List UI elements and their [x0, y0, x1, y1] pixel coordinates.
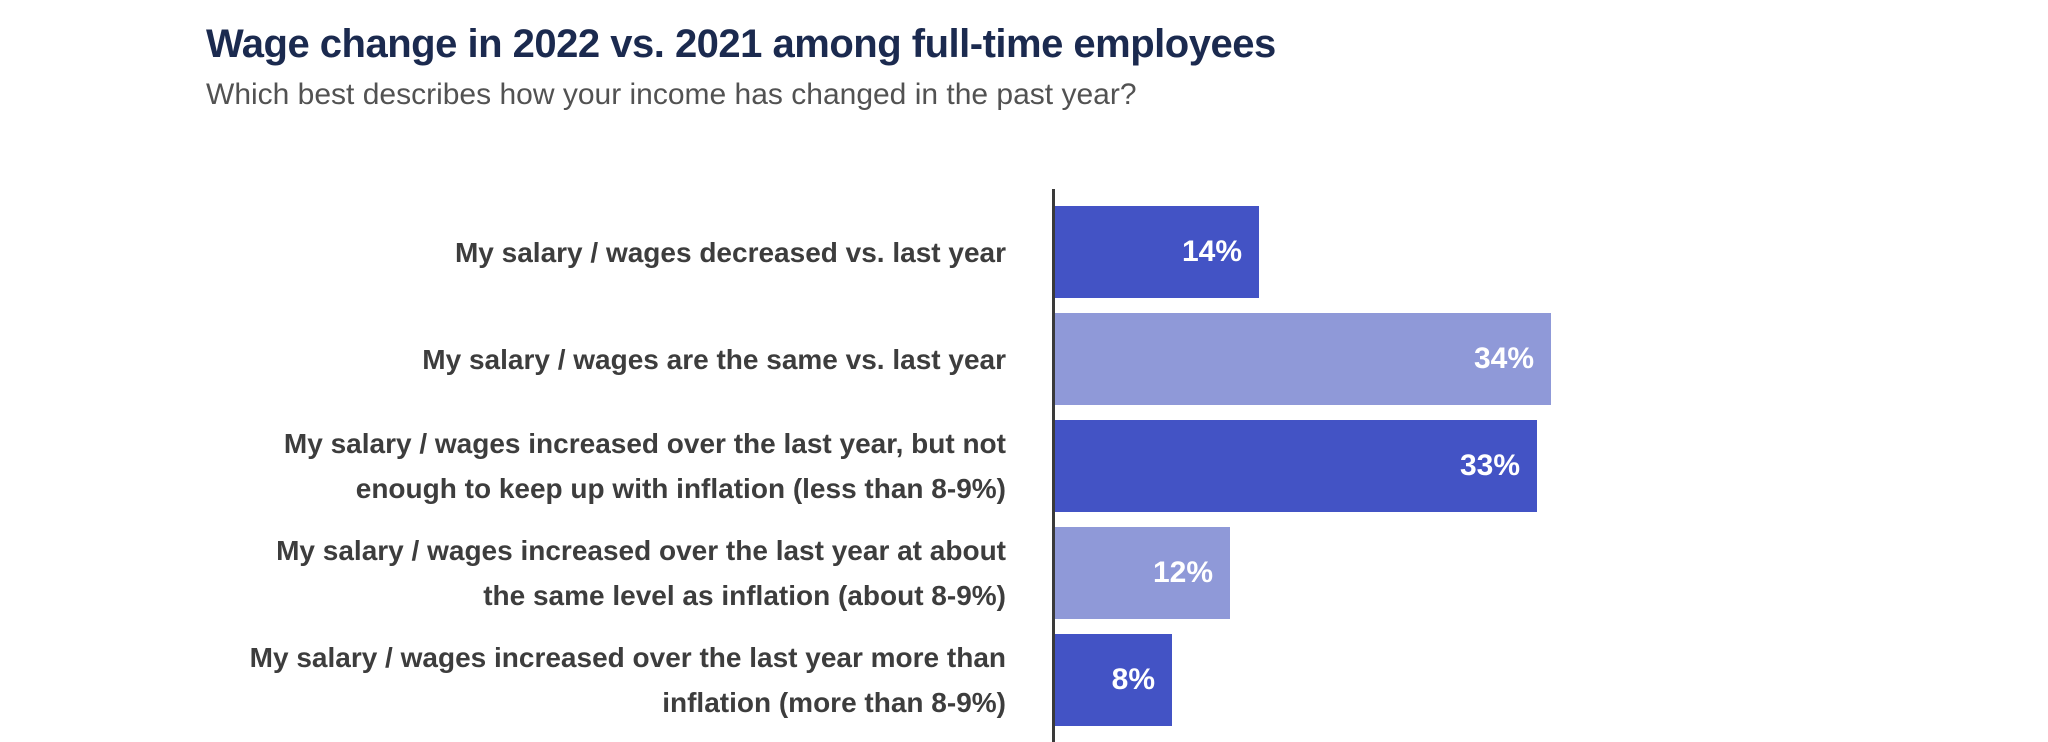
category-label-line: enough to keep up with inflation (less t… [355, 473, 1006, 504]
bar-segment: 33% [1055, 420, 1537, 512]
bar-value-label: 12% [1152, 556, 1213, 589]
category-label-line: My salary / wages increased over the las… [276, 535, 1006, 566]
bar-segment: 12% [1055, 527, 1230, 619]
bar-value-label: 34% [1473, 342, 1534, 375]
category-label: My salary / wages increased over the las… [120, 420, 1006, 512]
category-label-line: My salary / wages increased over the las… [283, 428, 1006, 459]
category-label: My salary / wages increased over the las… [120, 634, 1006, 726]
y-axis-line [1052, 189, 1055, 742]
category-label-line: My salary / wages are the same vs. last … [422, 343, 1006, 375]
category-label: My salary / wages are the same vs. last … [120, 313, 1006, 405]
category-label-line: My salary / wages increased over the las… [249, 642, 1006, 673]
bar-value-label: 33% [1459, 449, 1520, 482]
category-label-line: inflation (more than 8-9%) [662, 687, 1006, 718]
chart-title: Wage change in 2022 vs. 2021 among full-… [206, 22, 1276, 66]
bar-value-label: 14% [1181, 235, 1242, 268]
bar-value-label: 8% [1111, 663, 1155, 696]
bar-segment: 8% [1055, 634, 1172, 726]
category-label: My salary / wages decreased vs. last yea… [120, 206, 1006, 298]
bar-segment: 34% [1055, 313, 1551, 405]
bar-segment: 14% [1055, 206, 1259, 298]
category-label: My salary / wages increased over the las… [120, 527, 1006, 619]
chart-subtitle: Which best describes how your income has… [206, 78, 1137, 111]
category-label-line: the same level as inflation (about 8-9%) [483, 580, 1006, 611]
category-label-line: My salary / wages decreased vs. last yea… [454, 236, 1006, 268]
